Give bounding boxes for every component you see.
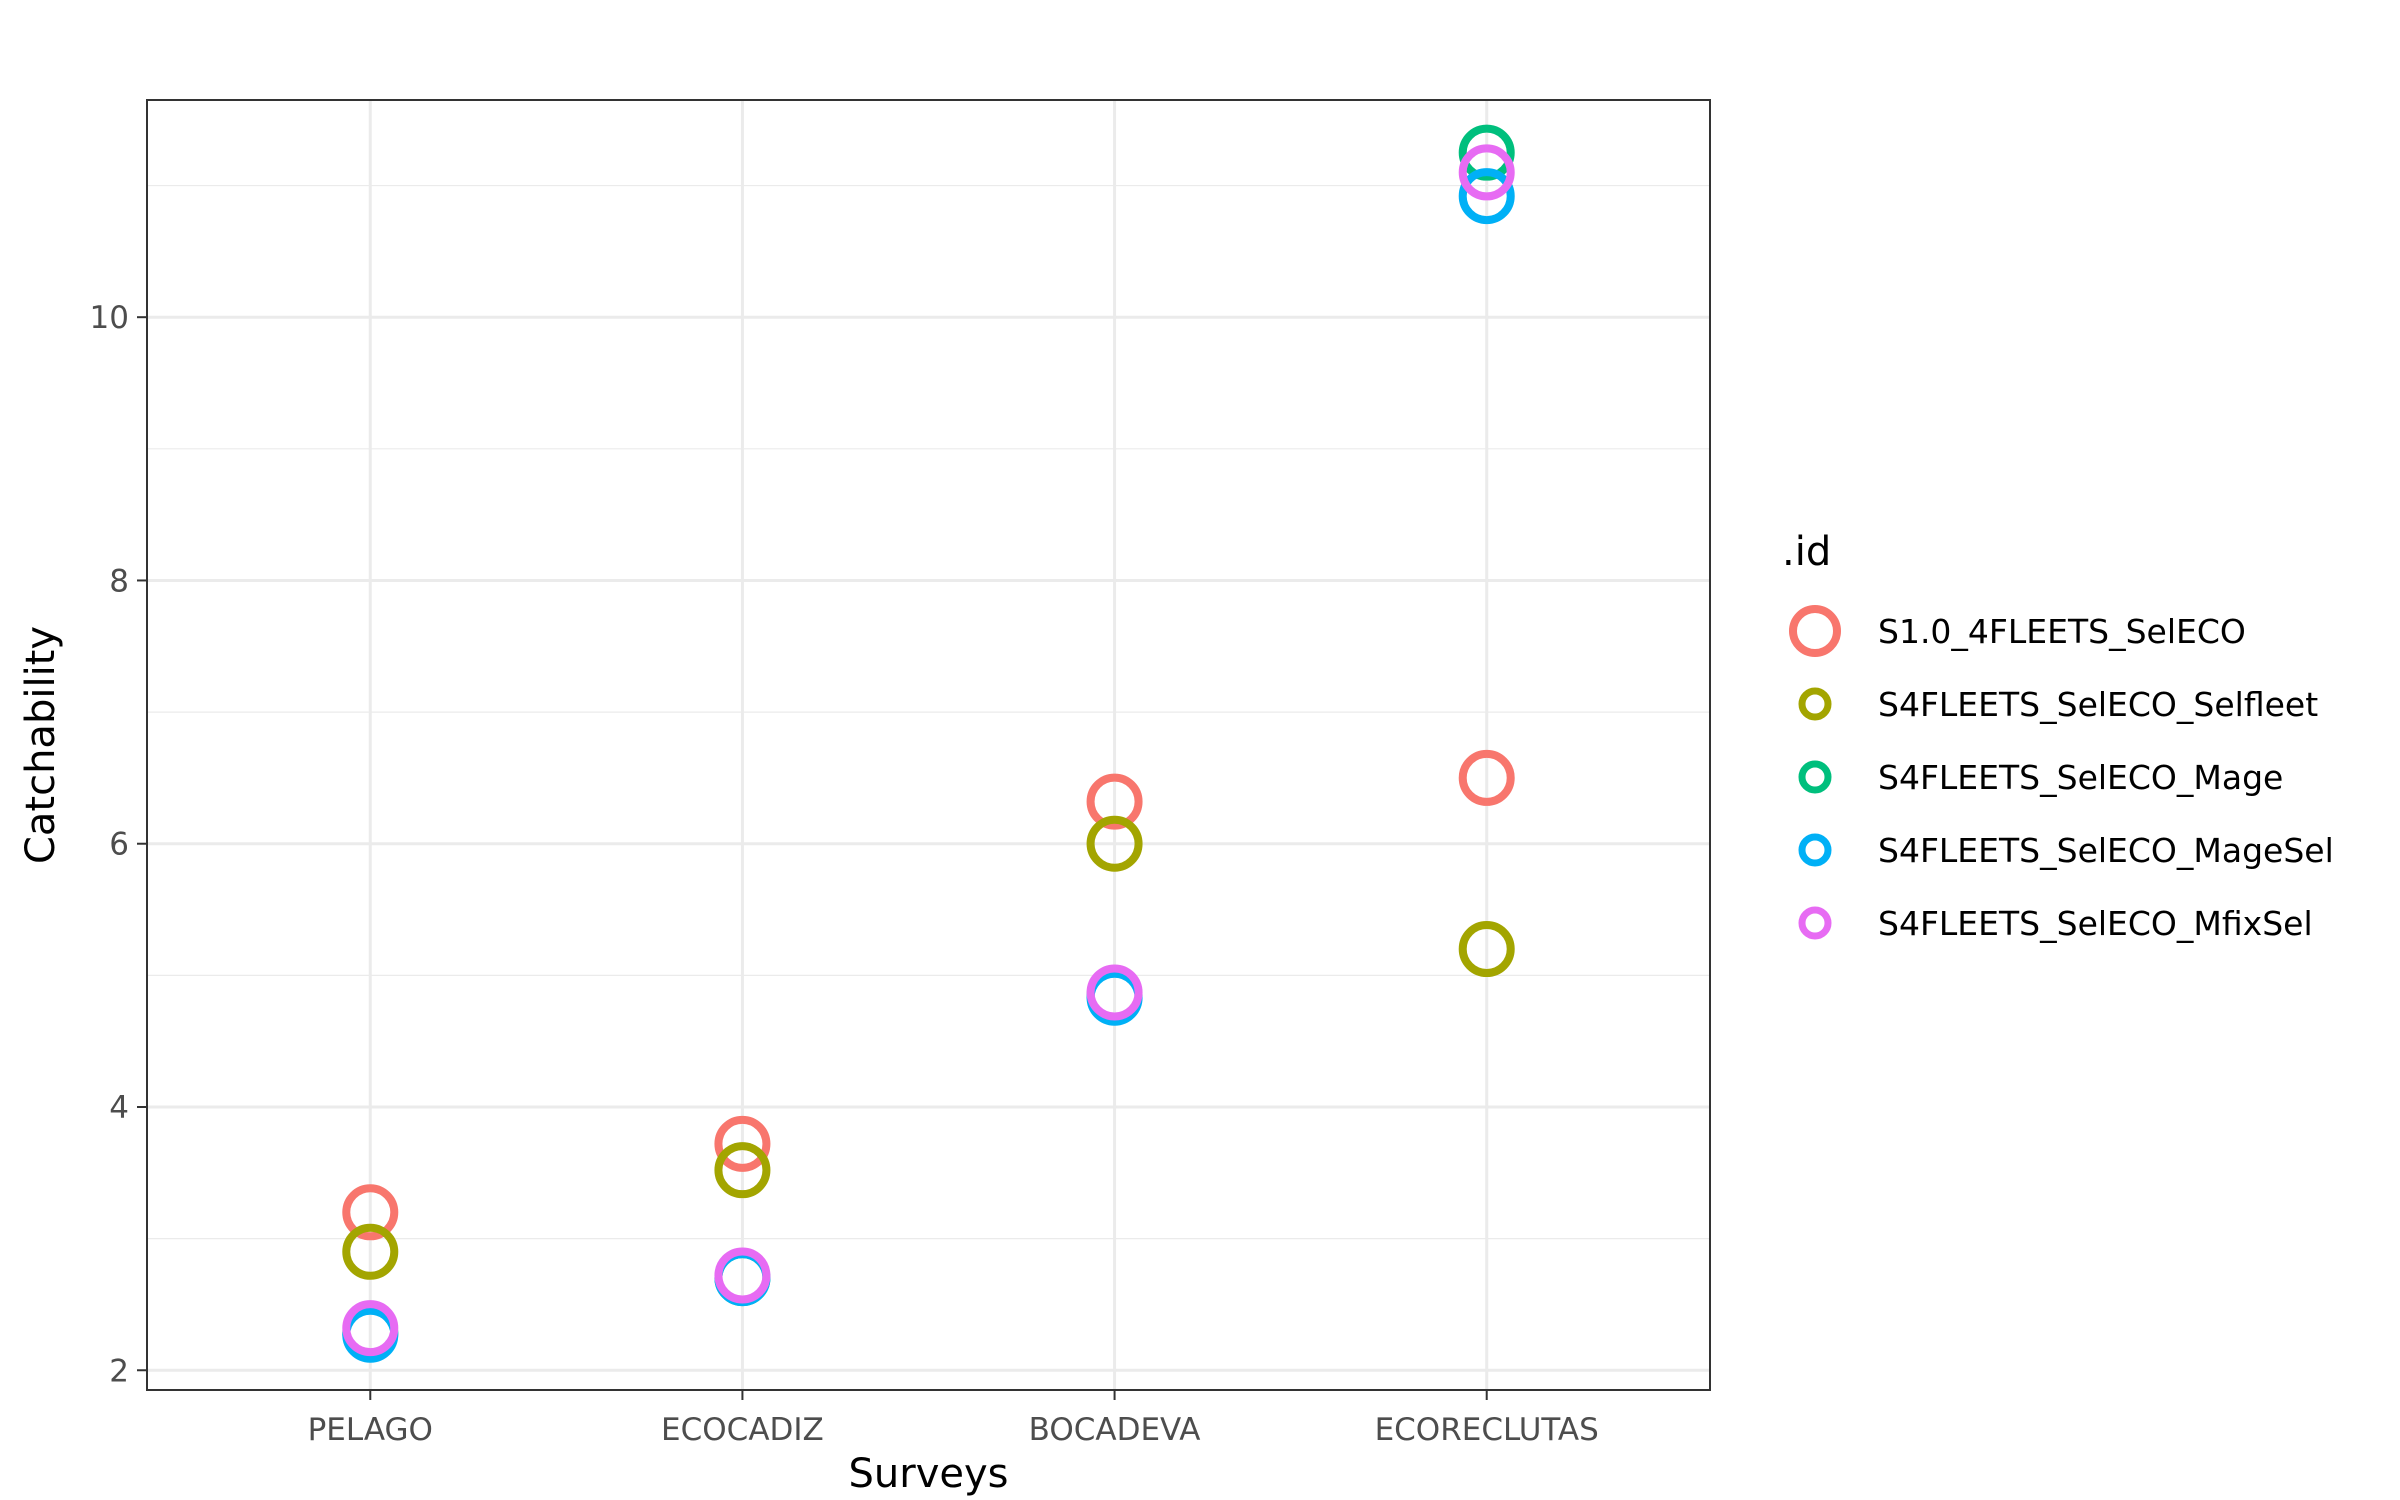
data-point	[342, 1184, 399, 1241]
data-point	[1458, 749, 1515, 806]
y-tick-label: 6	[109, 827, 129, 863]
x-tick-label: BOCADEVA	[1029, 1412, 1201, 1448]
data-point	[1458, 144, 1515, 201]
y-tick-label: 2	[109, 1353, 129, 1389]
data-point	[1458, 921, 1515, 978]
x-axis-title: Surveys	[849, 1451, 1009, 1497]
minor-gridlines	[147, 184, 1710, 1240]
data-point	[714, 1142, 771, 1199]
legend-key	[1798, 906, 1832, 940]
data-point	[1086, 964, 1143, 1021]
legend-key	[1798, 760, 1832, 794]
data-point	[1458, 168, 1515, 225]
x-tick-label: PELAGO	[308, 1412, 433, 1448]
x-axis: PELAGO ECOCADIZ BOCADEVA ECORECLUTAS	[308, 1390, 1599, 1448]
legend-label: S4FLEETS_SelECO_Selfleet	[1878, 685, 2318, 724]
legend-key	[1789, 605, 1841, 657]
data-point	[1458, 124, 1515, 181]
y-tick-label: 8	[109, 563, 129, 599]
legend-label: S4FLEETS_SelECO_MageSel	[1878, 831, 2334, 870]
data-point	[1086, 773, 1143, 830]
legend-title: .id	[1782, 529, 1831, 575]
data-point	[342, 1223, 399, 1280]
data-points	[342, 124, 1515, 1363]
y-tick-label: 4	[109, 1090, 129, 1126]
data-point	[1086, 815, 1143, 872]
x-tick-label: ECORECLUTAS	[1375, 1412, 1599, 1448]
y-axis: 2 4 6 8 10	[90, 300, 147, 1389]
panel-background	[147, 100, 1710, 1390]
data-point	[714, 1247, 771, 1304]
x-tick-label: ECOCADIZ	[661, 1412, 824, 1448]
legend-label: S1.0_4FLEETS_SelECO	[1878, 612, 2246, 651]
panel-border	[146, 99, 1711, 1391]
y-axis-title: Catchability	[18, 626, 64, 864]
plot-panel	[146, 99, 1711, 1391]
legend-key	[1798, 687, 1832, 721]
legend-label: S4FLEETS_SelECO_Mage	[1878, 758, 2283, 797]
legend-label: S4FLEETS_SelECO_MfixSel	[1878, 904, 2313, 943]
legend-key	[1798, 833, 1832, 867]
legend: .id S1.0_4FLEETS_SelECO S4FLEETS_SelECO_S…	[1782, 529, 2334, 943]
major-gridlines	[147, 100, 1710, 1390]
data-point	[342, 1300, 399, 1357]
legend-items: S1.0_4FLEETS_SelECO S4FLEETS_SelECO_Selfl…	[1789, 605, 2334, 943]
y-tick-label: 10	[90, 300, 129, 336]
data-point	[714, 1115, 771, 1172]
